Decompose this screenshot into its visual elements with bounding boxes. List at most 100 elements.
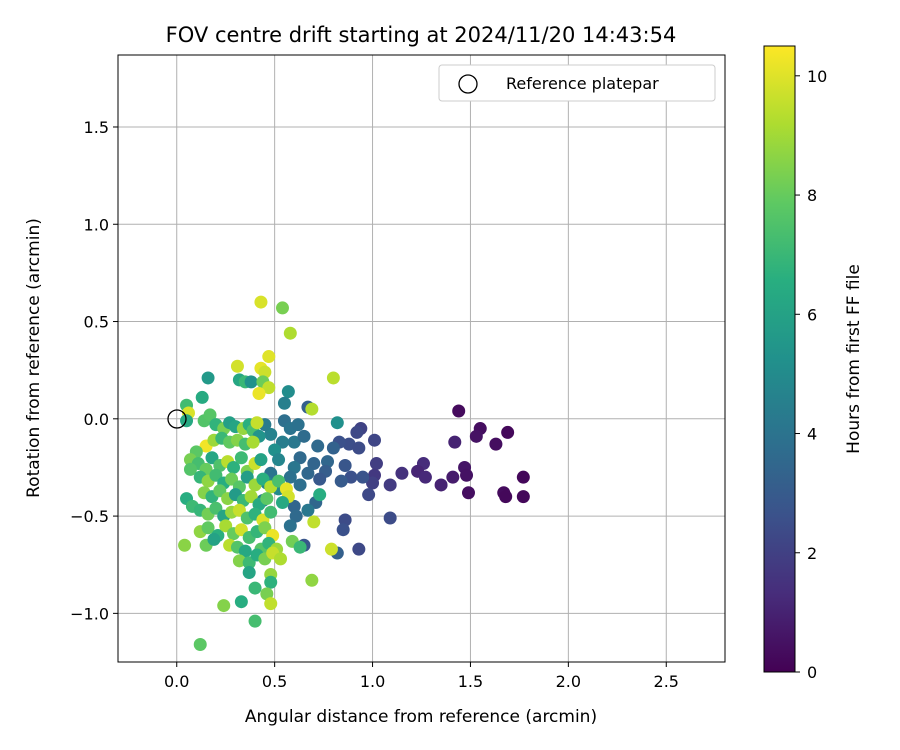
grid-lines [118,55,725,662]
data-point [234,595,248,609]
data-point [293,540,307,554]
data-point [369,457,383,471]
data-point [297,429,311,443]
data-point [383,478,397,492]
data-point [311,439,325,453]
data-point [250,416,264,430]
data-point [352,542,366,556]
data-point [383,511,397,525]
data-point [350,425,364,439]
data-point [183,462,197,476]
data-point [283,326,297,340]
data-point [246,435,260,449]
x-axis-label: Angular distance from reference (arcmin) [245,707,597,727]
y-tick-label: −0.5 [70,507,109,526]
y-tick-label: 0.5 [84,313,109,332]
data-point [201,521,215,535]
data-point [461,486,475,500]
data-point [293,451,307,465]
data-point [516,490,530,504]
colorbar-tick-label: 2 [807,544,817,563]
plot-frame [117,54,726,663]
data-point [338,459,352,473]
data-point [334,474,348,488]
reference-platepar-marker [167,409,187,429]
data-point [291,418,305,432]
data-point [260,492,274,506]
x-tick-label: 0.5 [262,672,287,691]
data-point [248,614,262,628]
data-point [283,519,297,533]
data-point [326,441,340,455]
data-point [274,552,288,566]
data-point [262,350,276,364]
data-point [180,414,194,428]
colorbar-tick-label: 4 [807,425,817,444]
y-axis-label: Rotation from reference (arcmin) [24,218,44,498]
data-point [207,532,221,546]
data-point [264,427,278,441]
chart-title: FOV centre drift starting at 2024/11/20 … [166,23,677,47]
data-point [344,470,358,484]
x-tick-label: 1.5 [458,672,483,691]
data-point [352,441,366,455]
data-points [178,295,530,651]
colorbar-tick-label: 10 [807,67,827,86]
data-point [262,381,276,395]
data-point [217,599,231,613]
data-point [289,509,303,523]
data-point [489,437,503,451]
data-point [338,513,352,527]
x-tick-label: 0.0 [164,672,189,691]
data-point [293,478,307,492]
data-point [234,451,248,465]
colorbar-tick-label: 0 [807,663,817,682]
data-point [287,435,301,449]
data-point [434,478,448,492]
data-point [275,301,289,315]
data-point [275,495,289,509]
data-point [227,460,241,474]
data-point [264,505,278,519]
data-point [313,488,327,502]
data-point [469,429,483,443]
x-tick-label: 2.0 [556,672,581,691]
x-tick-label: 2.5 [654,672,679,691]
data-point [305,402,319,416]
data-point [283,470,297,484]
y-tick-label: 1.0 [84,215,109,234]
data-point [203,408,217,422]
data-point [516,470,530,484]
y-tick-label: 0.0 [84,410,109,429]
data-point [252,387,266,401]
data-point [248,581,262,595]
x-tick-label: 1.0 [360,672,385,691]
data-point [230,359,244,373]
data-point [268,443,282,457]
data-point [362,488,376,502]
data-point [301,503,315,517]
data-point [305,573,319,587]
colorbar-label: Hours from first FF file [844,264,864,454]
data-point [193,637,207,651]
data-point [307,515,321,529]
data-point [356,470,370,484]
x-axis-ticks: 0.0 0.5 1.0 1.5 2.0 2.5 [164,662,679,691]
data-point [232,554,246,568]
data-point [264,575,278,589]
data-point [258,365,272,379]
colorbar-tick-label: 6 [807,305,817,324]
data-point [242,566,256,580]
y-tick-label: 1.5 [84,118,109,137]
data-point [254,453,268,467]
colorbar-gradient [763,45,796,673]
data-point [272,453,286,467]
legend-entry-reference: Reference platepar [506,74,659,93]
data-point [460,468,474,482]
data-point [244,375,258,389]
data-point [501,425,515,439]
data-point [195,390,209,404]
data-point [395,466,409,480]
data-point [366,476,380,490]
